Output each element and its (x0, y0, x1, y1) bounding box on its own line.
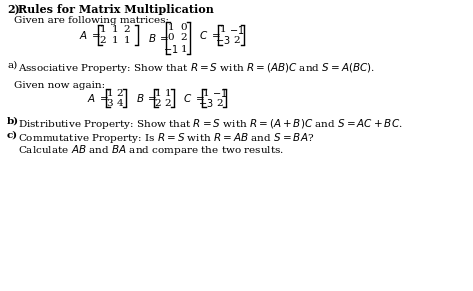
Text: b): b) (7, 117, 19, 126)
Text: Calculate $AB$ and $BA$ and compare the two results.: Calculate $AB$ and $BA$ and compare the … (18, 143, 284, 157)
Text: 4: 4 (117, 98, 123, 107)
Text: $=$: $=$ (193, 93, 205, 102)
Text: 2: 2 (217, 98, 223, 107)
Text: 2: 2 (123, 25, 131, 34)
Text: 2: 2 (165, 98, 171, 107)
Text: $-1$: $-1$ (229, 24, 245, 36)
Text: $-3$: $-3$ (198, 97, 214, 109)
Text: 2: 2 (234, 36, 240, 45)
Text: 1: 1 (112, 25, 118, 34)
Text: $=$: $=$ (89, 31, 101, 40)
Text: a): a) (7, 61, 17, 70)
Text: $=$: $=$ (209, 31, 220, 40)
Text: $-3$: $-3$ (215, 35, 231, 47)
Text: 1: 1 (100, 25, 106, 34)
Text: Associative Property: Show that $R = S$ with $R = (AB)C$ and $S = A(BC)$.: Associative Property: Show that $R = S$ … (18, 61, 375, 75)
Text: $A$: $A$ (79, 29, 88, 41)
Text: $=$: $=$ (97, 93, 109, 102)
Text: 1: 1 (165, 88, 171, 97)
Text: 0: 0 (181, 22, 187, 31)
Text: $B$: $B$ (148, 32, 156, 44)
Text: Given are following matrices:: Given are following matrices: (14, 16, 169, 25)
Text: 2): 2) (7, 4, 20, 15)
Text: $-1$: $-1$ (163, 43, 179, 55)
Text: 1: 1 (123, 36, 131, 45)
Text: $B$: $B$ (136, 92, 144, 104)
Text: c): c) (7, 131, 18, 140)
Text: Distributive Property: Show that $R = S$ with $R = (A + B)C$ and $S = AC + BC$.: Distributive Property: Show that $R = S$… (18, 117, 403, 131)
Text: Rules for Matrix Multiplication: Rules for Matrix Multiplication (18, 4, 214, 15)
Text: $=$: $=$ (157, 33, 168, 42)
Text: 2: 2 (155, 98, 161, 107)
Text: $A$: $A$ (87, 92, 96, 104)
Text: 1: 1 (155, 88, 161, 97)
Text: 2: 2 (117, 88, 123, 97)
Text: 3: 3 (107, 98, 114, 107)
Text: 1: 1 (112, 36, 118, 45)
Text: $C$: $C$ (183, 92, 192, 104)
Text: 2: 2 (100, 36, 106, 45)
Text: $=$: $=$ (145, 93, 157, 102)
Text: 1: 1 (107, 88, 114, 97)
Text: 1: 1 (203, 88, 210, 97)
Text: $-1$: $-1$ (212, 87, 228, 99)
Text: 1: 1 (219, 25, 226, 34)
Text: 0: 0 (168, 33, 175, 42)
Text: 2: 2 (181, 33, 187, 42)
Text: Commutative Property: Is $R = S$ with $R = AB$ and $S = BA$?: Commutative Property: Is $R = S$ with $R… (18, 131, 314, 145)
Text: 1: 1 (168, 22, 175, 31)
Text: $C$: $C$ (199, 29, 208, 41)
Text: 1: 1 (181, 45, 187, 54)
Text: Given now again:: Given now again: (14, 81, 105, 90)
